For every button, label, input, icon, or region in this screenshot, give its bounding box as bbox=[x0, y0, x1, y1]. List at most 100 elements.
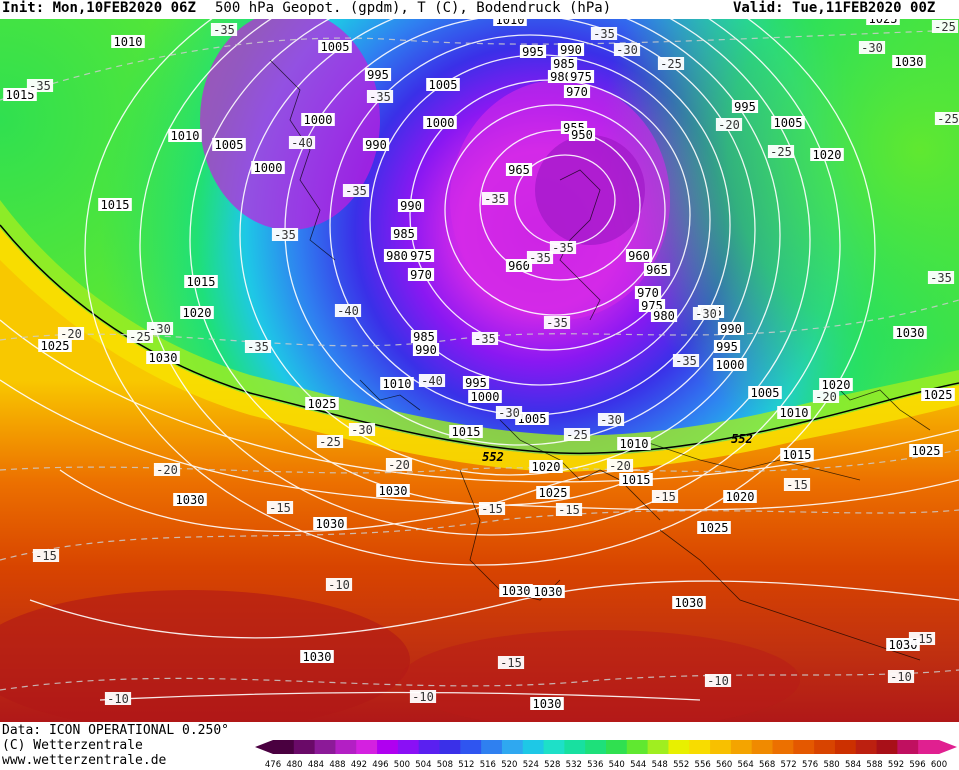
isobar-label: 1010 bbox=[380, 377, 414, 391]
svg-text:-25: -25 bbox=[934, 20, 956, 34]
isotherm-label: -35 bbox=[481, 192, 509, 206]
svg-text:-35: -35 bbox=[484, 192, 506, 206]
svg-text:965: 965 bbox=[508, 163, 530, 177]
isobar-label: 1020 bbox=[529, 460, 563, 474]
svg-text:-35: -35 bbox=[552, 241, 574, 255]
colorbar-cell bbox=[314, 740, 336, 754]
isobar-label: 980 bbox=[650, 309, 678, 323]
svg-text:1025: 1025 bbox=[539, 486, 568, 500]
isotherm-label: -35 bbox=[471, 332, 499, 346]
colorbar-tick-label: 488 bbox=[329, 760, 345, 770]
colorbar-tick-label: 588 bbox=[866, 760, 882, 770]
svg-text:-35: -35 bbox=[529, 251, 551, 265]
svg-text:995: 995 bbox=[522, 45, 544, 59]
isotherm-label: -35 bbox=[244, 340, 272, 354]
svg-text:-35: -35 bbox=[546, 316, 568, 330]
colorbar-cell bbox=[439, 740, 461, 754]
svg-text:995: 995 bbox=[465, 376, 487, 390]
colorbar-tick-label: 560 bbox=[716, 760, 732, 770]
svg-text:975: 975 bbox=[410, 249, 432, 263]
isobar-label: 1030 bbox=[672, 596, 706, 610]
svg-text:990: 990 bbox=[365, 138, 387, 152]
isotherm-label: -35 bbox=[342, 184, 370, 198]
isobar-label: 1025 bbox=[866, 19, 900, 26]
colorbar-tick-label: 584 bbox=[845, 760, 861, 770]
svg-text:-25: -25 bbox=[770, 145, 792, 159]
isotherm-label: -25 bbox=[126, 330, 154, 344]
svg-text:-10: -10 bbox=[890, 670, 912, 684]
isobar-label: 1010 bbox=[168, 129, 202, 143]
colorbar-tick-label: 572 bbox=[780, 760, 796, 770]
svg-text:1005: 1005 bbox=[429, 78, 458, 92]
isotherm-label: -30 bbox=[146, 322, 174, 336]
svg-text:975: 975 bbox=[570, 70, 592, 84]
svg-text:1030: 1030 bbox=[149, 351, 178, 365]
isobar-label: 1005 bbox=[212, 138, 246, 152]
isobar-label: 1015 bbox=[780, 448, 814, 462]
svg-text:1020: 1020 bbox=[183, 306, 212, 320]
website: www.wetterzentrale.de bbox=[2, 753, 167, 768]
isobar-label: 975 bbox=[567, 70, 595, 84]
isobar-label: 1015 bbox=[449, 425, 483, 439]
svg-text:1020: 1020 bbox=[532, 460, 561, 474]
isobar-label: 1000 bbox=[251, 161, 285, 175]
isobar-label: 1030 bbox=[499, 584, 533, 598]
svg-text:-15: -15 bbox=[558, 503, 580, 517]
svg-text:-40: -40 bbox=[291, 136, 313, 150]
colorbar-cell bbox=[273, 740, 295, 754]
isobar-label: 975 bbox=[407, 249, 435, 263]
isobar-label: 995 bbox=[713, 340, 741, 354]
colorbar-tick-label: 548 bbox=[652, 760, 668, 770]
colorbar-cell bbox=[460, 740, 482, 754]
colorbar-tick-label: 540 bbox=[609, 760, 625, 770]
isobar-label: 960 bbox=[625, 249, 653, 263]
svg-text:-35: -35 bbox=[675, 354, 697, 368]
svg-text:-30: -30 bbox=[498, 406, 520, 420]
svg-text:-30: -30 bbox=[695, 307, 717, 321]
svg-text:1030: 1030 bbox=[379, 484, 408, 498]
svg-text:1025: 1025 bbox=[869, 19, 898, 26]
isobar-label: 985 bbox=[550, 57, 578, 71]
svg-text:990: 990 bbox=[400, 199, 422, 213]
svg-text:-10: -10 bbox=[328, 578, 350, 592]
svg-text:1015: 1015 bbox=[783, 448, 812, 462]
colorbar-tick-label: 476 bbox=[265, 760, 281, 770]
svg-text:985: 985 bbox=[413, 330, 435, 344]
colorbar-tick-label: 504 bbox=[415, 760, 431, 770]
isotherm-label: -30 bbox=[613, 43, 641, 57]
svg-text:-20: -20 bbox=[156, 463, 178, 477]
isotherm-label: -35 bbox=[271, 228, 299, 242]
isotherm-label: -35 bbox=[549, 241, 577, 255]
svg-text:1030: 1030 bbox=[533, 697, 562, 711]
svg-text:995: 995 bbox=[367, 68, 389, 82]
svg-text:-25: -25 bbox=[129, 330, 151, 344]
isobar-label: 1005 bbox=[748, 386, 782, 400]
svg-text:1005: 1005 bbox=[751, 386, 780, 400]
svg-text:-20: -20 bbox=[718, 118, 740, 132]
isobar-label: 1000 bbox=[423, 116, 457, 130]
isotherm-label: -35 bbox=[672, 354, 700, 368]
isotherm-label: -40 bbox=[288, 136, 316, 150]
isobar-label: 1020 bbox=[810, 148, 844, 162]
isotherm-label: -30 bbox=[348, 423, 376, 437]
colorbar-tick-label: 580 bbox=[823, 760, 839, 770]
colorbar-tick-label: 532 bbox=[566, 760, 582, 770]
svg-text:1000: 1000 bbox=[254, 161, 283, 175]
svg-text:985: 985 bbox=[393, 227, 415, 241]
svg-text:-25: -25 bbox=[319, 435, 341, 449]
isobar-label: 965 bbox=[643, 263, 671, 277]
svg-text:-25: -25 bbox=[566, 428, 588, 442]
svg-text:995: 995 bbox=[716, 340, 738, 354]
isotherm-label: -20 bbox=[153, 463, 181, 477]
svg-text:-35: -35 bbox=[345, 184, 367, 198]
isotherm-label: -30 bbox=[858, 41, 886, 55]
svg-text:1005: 1005 bbox=[774, 116, 803, 130]
svg-text:-15: -15 bbox=[654, 490, 676, 504]
colorbar-tick-label: 600 bbox=[931, 760, 947, 770]
colorbar-tick-label: 520 bbox=[501, 760, 517, 770]
copyright: (C) Wetterzentrale bbox=[2, 738, 143, 753]
svg-text:-20: -20 bbox=[815, 390, 837, 404]
colorbar-cell bbox=[855, 740, 878, 754]
svg-text:-15: -15 bbox=[500, 656, 522, 670]
